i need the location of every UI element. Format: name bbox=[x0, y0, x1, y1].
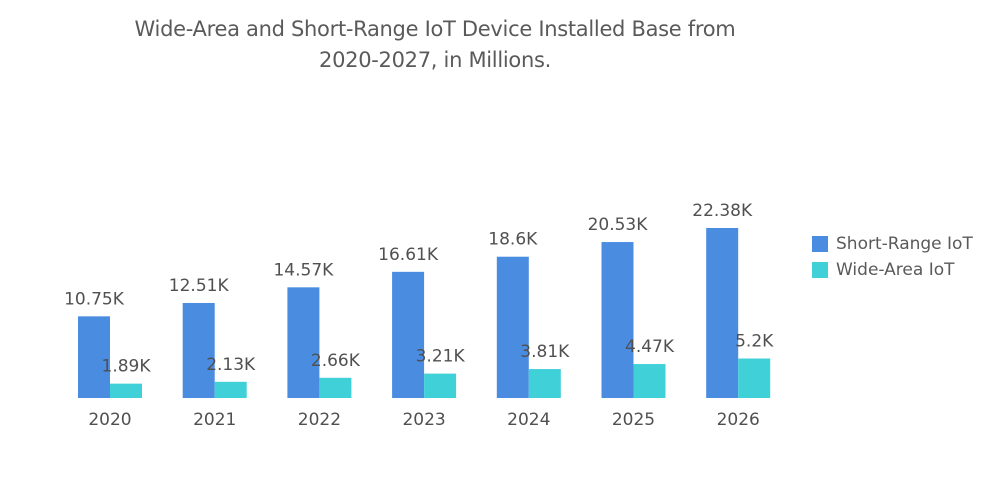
bar-short-range-2024[interactable] bbox=[496, 256, 529, 398]
bar-wide-area-2022[interactable] bbox=[319, 377, 352, 398]
bar-short-range-2026[interactable] bbox=[706, 228, 739, 398]
bar-short-range-2023[interactable] bbox=[392, 271, 425, 398]
data-label-short-range-2023: 16.61K bbox=[378, 245, 439, 265]
bar-wide-area-2026[interactable] bbox=[738, 358, 771, 398]
bar-wide-area-2021[interactable] bbox=[214, 381, 247, 398]
x-tick-label-2020: 2020 bbox=[88, 410, 131, 430]
legend-label-short-range: Short-Range IoT bbox=[836, 234, 973, 254]
legend-item-short-range[interactable]: Short-Range IoT bbox=[812, 231, 973, 257]
data-label-short-range-2026: 22.38K bbox=[692, 201, 753, 221]
chart-title: Wide-Area and Short-Range IoT Device Ins… bbox=[60, 14, 810, 76]
bar-wide-area-2023[interactable] bbox=[424, 373, 457, 398]
legend-label-wide-area: Wide-Area IoT bbox=[836, 260, 955, 280]
data-label-short-range-2024: 18.6K bbox=[488, 230, 538, 250]
data-label-short-range-2022: 14.57K bbox=[273, 260, 334, 280]
x-tick-label-2023: 2023 bbox=[402, 410, 445, 430]
x-tick-label-2021: 2021 bbox=[193, 410, 236, 430]
data-label-short-range-2025: 20.53K bbox=[588, 215, 649, 235]
chart-title-line-2: 2020-2027, in Millions. bbox=[319, 48, 551, 72]
x-tick-label-2026: 2026 bbox=[717, 410, 760, 430]
legend-swatch-short-range bbox=[812, 236, 828, 252]
data-label-short-range-2020: 10.75K bbox=[64, 289, 125, 309]
legend: Short-Range IoT Wide-Area IoT bbox=[812, 231, 973, 283]
bar-wide-area-2020[interactable] bbox=[110, 383, 142, 398]
data-label-wide-area-2025: 4.47K bbox=[625, 337, 675, 357]
data-label-short-range-2021: 12.51K bbox=[169, 276, 230, 296]
x-tick-label-2024: 2024 bbox=[507, 410, 550, 430]
data-label-wide-area-2026: 5.2K bbox=[735, 332, 774, 352]
bar-short-range-2022[interactable] bbox=[287, 287, 320, 398]
legend-item-wide-area[interactable]: Wide-Area IoT bbox=[812, 257, 973, 283]
bar-short-range-2021[interactable] bbox=[182, 302, 215, 398]
x-tick-label-2025: 2025 bbox=[612, 410, 655, 430]
data-label-wide-area-2020: 1.89K bbox=[102, 357, 152, 377]
bar-wide-area-2025[interactable] bbox=[633, 364, 666, 398]
data-label-wide-area-2023: 3.21K bbox=[416, 347, 466, 367]
bar-short-range-2025[interactable] bbox=[601, 242, 634, 398]
x-tick-label-2022: 2022 bbox=[298, 410, 341, 430]
bar-short-range-2020[interactable] bbox=[78, 316, 110, 398]
bar-wide-area-2024[interactable] bbox=[528, 369, 561, 398]
data-label-wide-area-2022: 2.66K bbox=[311, 351, 361, 371]
chart-title-line-1: Wide-Area and Short-Range IoT Device Ins… bbox=[134, 17, 736, 41]
data-label-wide-area-2024: 3.81K bbox=[520, 342, 570, 362]
legend-swatch-wide-area bbox=[812, 262, 828, 278]
data-label-wide-area-2021: 2.13K bbox=[206, 355, 256, 375]
